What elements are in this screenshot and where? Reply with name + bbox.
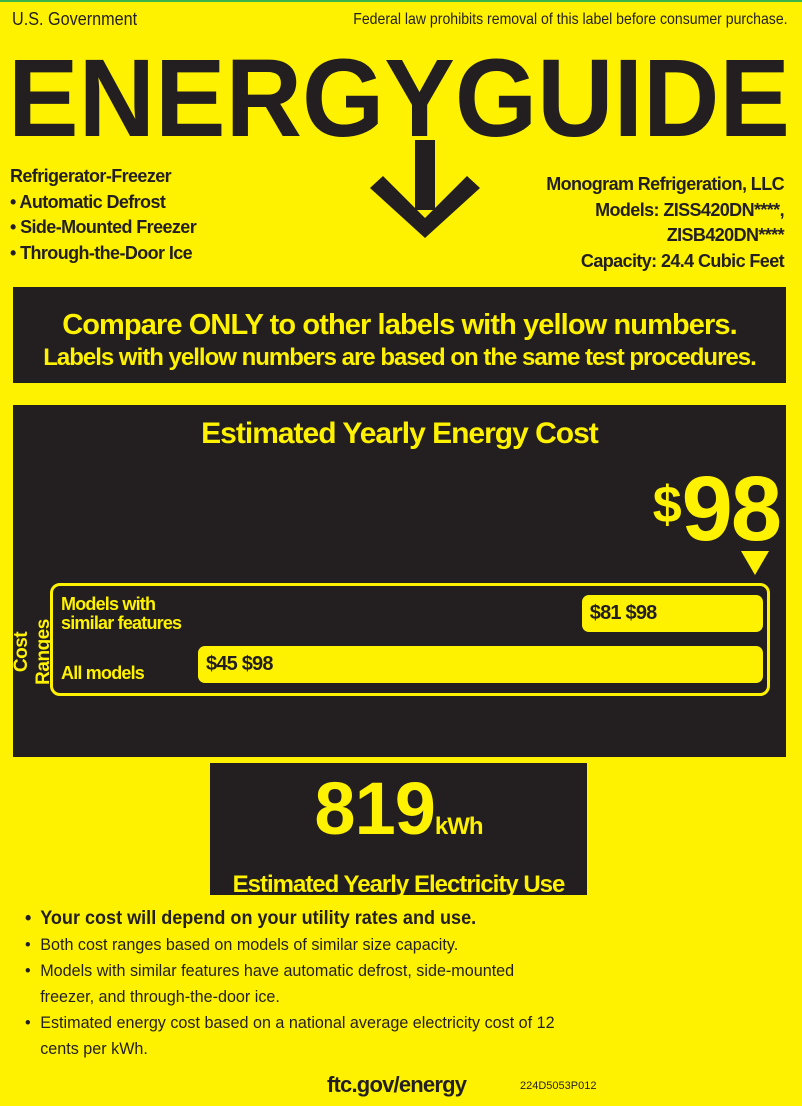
- note-item: Estimated energy cost based on a nationa…: [25, 1010, 557, 1062]
- cost-amount: 98: [681, 458, 782, 560]
- kwh-label: Estimated Yearly Electricity Use: [232, 871, 566, 898]
- currency-symbol: $: [652, 476, 682, 534]
- energyguide-logo: ENERGYGUIDE: [8, 40, 790, 238]
- kwh-unit: kWh: [434, 813, 484, 840]
- cost-title: Estimated Yearly Energy Cost: [201, 417, 599, 450]
- kwh-value: 819kWh: [210, 769, 587, 867]
- feature-item: • Automatic Defrost: [10, 191, 166, 212]
- kwh-number: 819: [314, 767, 435, 850]
- range-label-line: Models with: [61, 594, 156, 614]
- government-label: U.S. Government: [12, 9, 138, 29]
- top-border: [0, 0, 802, 2]
- models-line-1: Models: ZISS420DN****,: [595, 199, 784, 220]
- feature-item: • Through-the-Door Ice: [10, 242, 193, 263]
- electricity-panel: 819kWh Estimated Yearly Electricity Use: [210, 763, 587, 898]
- logo-text: ENERGYGUIDE: [8, 40, 790, 160]
- label-code: 224D5053P012: [520, 1080, 597, 1092]
- cost-value: $98: [652, 457, 782, 562]
- cost-panel: Estimated Yearly Energy Cost $98 Cost Ra…: [11, 405, 786, 757]
- range-bar-similar: $81 $98: [581, 595, 763, 632]
- compare-line-2: Labels with yellow numbers are based on …: [43, 344, 757, 371]
- feature-item: • Side-Mounted Freezer: [10, 217, 197, 237]
- cost-pointer-icon: [741, 551, 769, 575]
- product-type: Refrigerator-Freezer: [10, 166, 172, 186]
- compare-banner: Compare ONLY to other labels with yellow…: [13, 287, 786, 383]
- manufacturer: Monogram Refrigeration, LLC: [546, 174, 784, 194]
- note-item: Your cost will depend on your utility ra…: [25, 906, 557, 932]
- range-label-all: All models: [61, 663, 145, 683]
- range-label-similar: Models with similar features: [61, 594, 182, 633]
- cost-ranges-label: Cost Ranges: [11, 619, 54, 685]
- compare-line-1: Compare ONLY to other labels with yellow…: [62, 309, 738, 341]
- range-bar-all: $45 $98: [198, 646, 763, 683]
- notes-list: Your cost will depend on your utility ra…: [25, 906, 585, 1062]
- ftc-link[interactable]: ftc.gov/energy: [327, 1072, 467, 1097]
- product-features: Refrigerator-Freezer • Automatic Defrost…: [10, 164, 197, 266]
- cost-range-box: Models with similar features All models …: [50, 583, 770, 696]
- down-arrow-icon: [370, 140, 480, 238]
- product-info: Monogram Refrigeration, LLC Models: ZISS…: [546, 172, 784, 274]
- note-item: Models with similar features have automa…: [25, 958, 557, 1010]
- law-notice: Federal law prohibits removal of this la…: [353, 11, 788, 28]
- note-item: Both cost ranges based on models of simi…: [25, 932, 557, 958]
- capacity: Capacity: 24.4 Cubic Feet: [580, 250, 785, 271]
- models-line-2: ZISB420DN****: [666, 225, 785, 245]
- range-label-line: similar features: [61, 613, 182, 633]
